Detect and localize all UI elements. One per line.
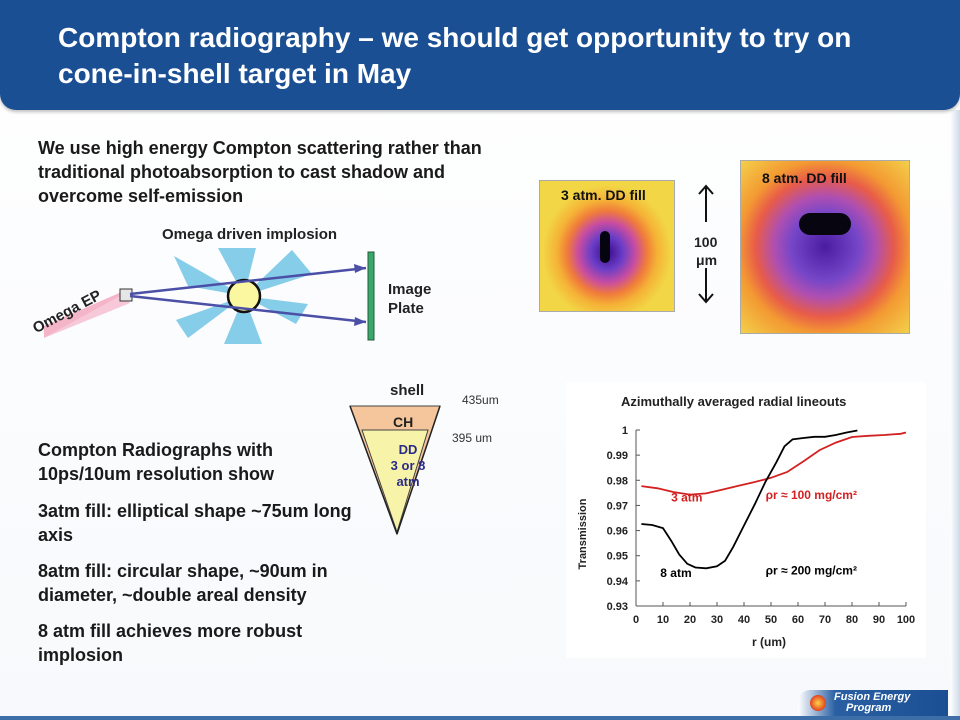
x-tick-label: 30 bbox=[711, 614, 723, 626]
scale-value: 100 bbox=[694, 234, 718, 250]
source-cone bbox=[44, 295, 130, 338]
outer-radius-label: 435um bbox=[462, 393, 499, 407]
chart-series bbox=[641, 429, 907, 570]
source-cone-shade bbox=[44, 290, 126, 338]
radiograph-3atm bbox=[539, 180, 675, 312]
shell-edge-right bbox=[396, 405, 441, 535]
ch-label: CH bbox=[393, 414, 414, 430]
y-tick-label: 0.96 bbox=[607, 526, 628, 538]
scale-arrow-down-head bbox=[698, 293, 714, 304]
x-tick-label: 40 bbox=[738, 614, 750, 626]
shell-target-diagram bbox=[349, 405, 441, 536]
chart-xlabel: r (um) bbox=[752, 635, 786, 649]
x-tick-label: 100 bbox=[897, 614, 915, 626]
dark-band bbox=[799, 213, 851, 235]
image-plate-icon bbox=[367, 251, 375, 341]
beam-upper-right bbox=[244, 250, 312, 296]
inner-radius-label: 395 um bbox=[452, 431, 493, 445]
logo-text-2: Program bbox=[846, 702, 892, 714]
chart-ylabel: Transmission bbox=[577, 498, 589, 569]
scale-arrow-up-head bbox=[698, 184, 714, 195]
lineout-chart: Azimuthally averaged radial lineouts r (… bbox=[566, 382, 926, 658]
capsule-icon bbox=[226, 278, 262, 314]
shell-edge-left bbox=[349, 405, 398, 535]
chart-title: Azimuthally averaged radial lineouts bbox=[621, 394, 846, 409]
dark-core bbox=[600, 231, 610, 263]
ray-lower bbox=[129, 294, 367, 324]
x-tick-label: 60 bbox=[792, 614, 804, 626]
chart-annotation: ρr ≈ 100 mg/cm² bbox=[766, 488, 857, 502]
y-tick-label: 0.98 bbox=[607, 475, 628, 487]
x-tick-label: 10 bbox=[657, 614, 669, 626]
ray-upper-arrow bbox=[354, 264, 366, 273]
radiograph-8atm bbox=[740, 160, 910, 334]
ray-lower-arrow bbox=[354, 317, 366, 326]
radiograph-3atm-label: 3 atm. DD fill bbox=[561, 187, 646, 203]
scale-arrow bbox=[698, 184, 714, 304]
chart-annotations: 3 atm ρr ≈ 100 mg/cm² 8 atm ρr ≈ 200 mg/cm² bbox=[660, 488, 857, 580]
title-bar: Compton radiography – we should get oppo… bbox=[0, 0, 960, 110]
chart-annotation: ρr ≈ 200 mg/cm² bbox=[766, 564, 857, 578]
x-tick-label: 20 bbox=[684, 614, 696, 626]
shell-label: shell bbox=[390, 382, 425, 399]
x-tick-label: 90 bbox=[873, 614, 885, 626]
y-tick-label: 0.94 bbox=[607, 576, 629, 588]
intro-text: We use high energy Compton scattering ra… bbox=[38, 138, 482, 206]
chart-axes: 0 10 20 30 40 50 60 70 80 90 100 0.93 0.94 0.95 0.96 0.… bbox=[607, 425, 916, 626]
radiograph-8atm-label: 8 atm. DD fill bbox=[762, 170, 847, 186]
dd-label-2: 3 or 8 bbox=[390, 458, 426, 473]
beam-lower-right bbox=[244, 296, 308, 324]
bullet-robust: 8 atm fill achieves more robust implosio… bbox=[38, 621, 303, 665]
y-tick-label: 0.99 bbox=[607, 450, 628, 462]
y-tick-label: 0.95 bbox=[607, 551, 628, 563]
side-rule bbox=[950, 110, 960, 716]
bullet-8atm: 8atm fill: circular shape, ~90um in diam… bbox=[38, 561, 328, 605]
chart-annotation: 8 atm bbox=[660, 566, 691, 580]
image-plate-label-2: Plate bbox=[388, 300, 424, 317]
y-tick-label: 1 bbox=[622, 425, 628, 437]
series-line-8-atm bbox=[641, 429, 858, 570]
y-tick-label: 0.93 bbox=[607, 601, 628, 613]
ray-upper bbox=[129, 266, 367, 296]
shell-dd-layer bbox=[361, 429, 429, 534]
series-line-3-atm bbox=[641, 431, 907, 496]
logo-text-1: Fusion Energy bbox=[834, 691, 911, 703]
chart-annotation: 3 atm bbox=[671, 491, 702, 505]
x-tick-label: 70 bbox=[819, 614, 831, 626]
footer-logo: Fusion Energy Program bbox=[798, 690, 948, 716]
scale-unit: μm bbox=[696, 252, 718, 268]
bullet-radiographs: Compton Radiographs with 10ps/10um resol… bbox=[38, 440, 275, 484]
x-tick-label: 50 bbox=[765, 614, 777, 626]
dd-label-3: atm bbox=[396, 474, 420, 489]
implosion-label: Omega driven implosion bbox=[162, 226, 338, 243]
y-tick-label: 0.97 bbox=[607, 500, 628, 512]
dd-label-1: DD bbox=[398, 442, 418, 457]
x-tick-label: 0 bbox=[633, 614, 639, 626]
compton-schematic bbox=[44, 248, 375, 344]
beam-bottom bbox=[224, 296, 262, 344]
image-plate-label-1: Image bbox=[388, 281, 432, 298]
bullet-3atm: 3atm fill: elliptical shape ~75um long a… bbox=[38, 501, 352, 545]
x-tick-label: 80 bbox=[846, 614, 858, 626]
slide-title: Compton radiography – we should get oppo… bbox=[58, 22, 852, 89]
sun-icon bbox=[810, 695, 826, 711]
